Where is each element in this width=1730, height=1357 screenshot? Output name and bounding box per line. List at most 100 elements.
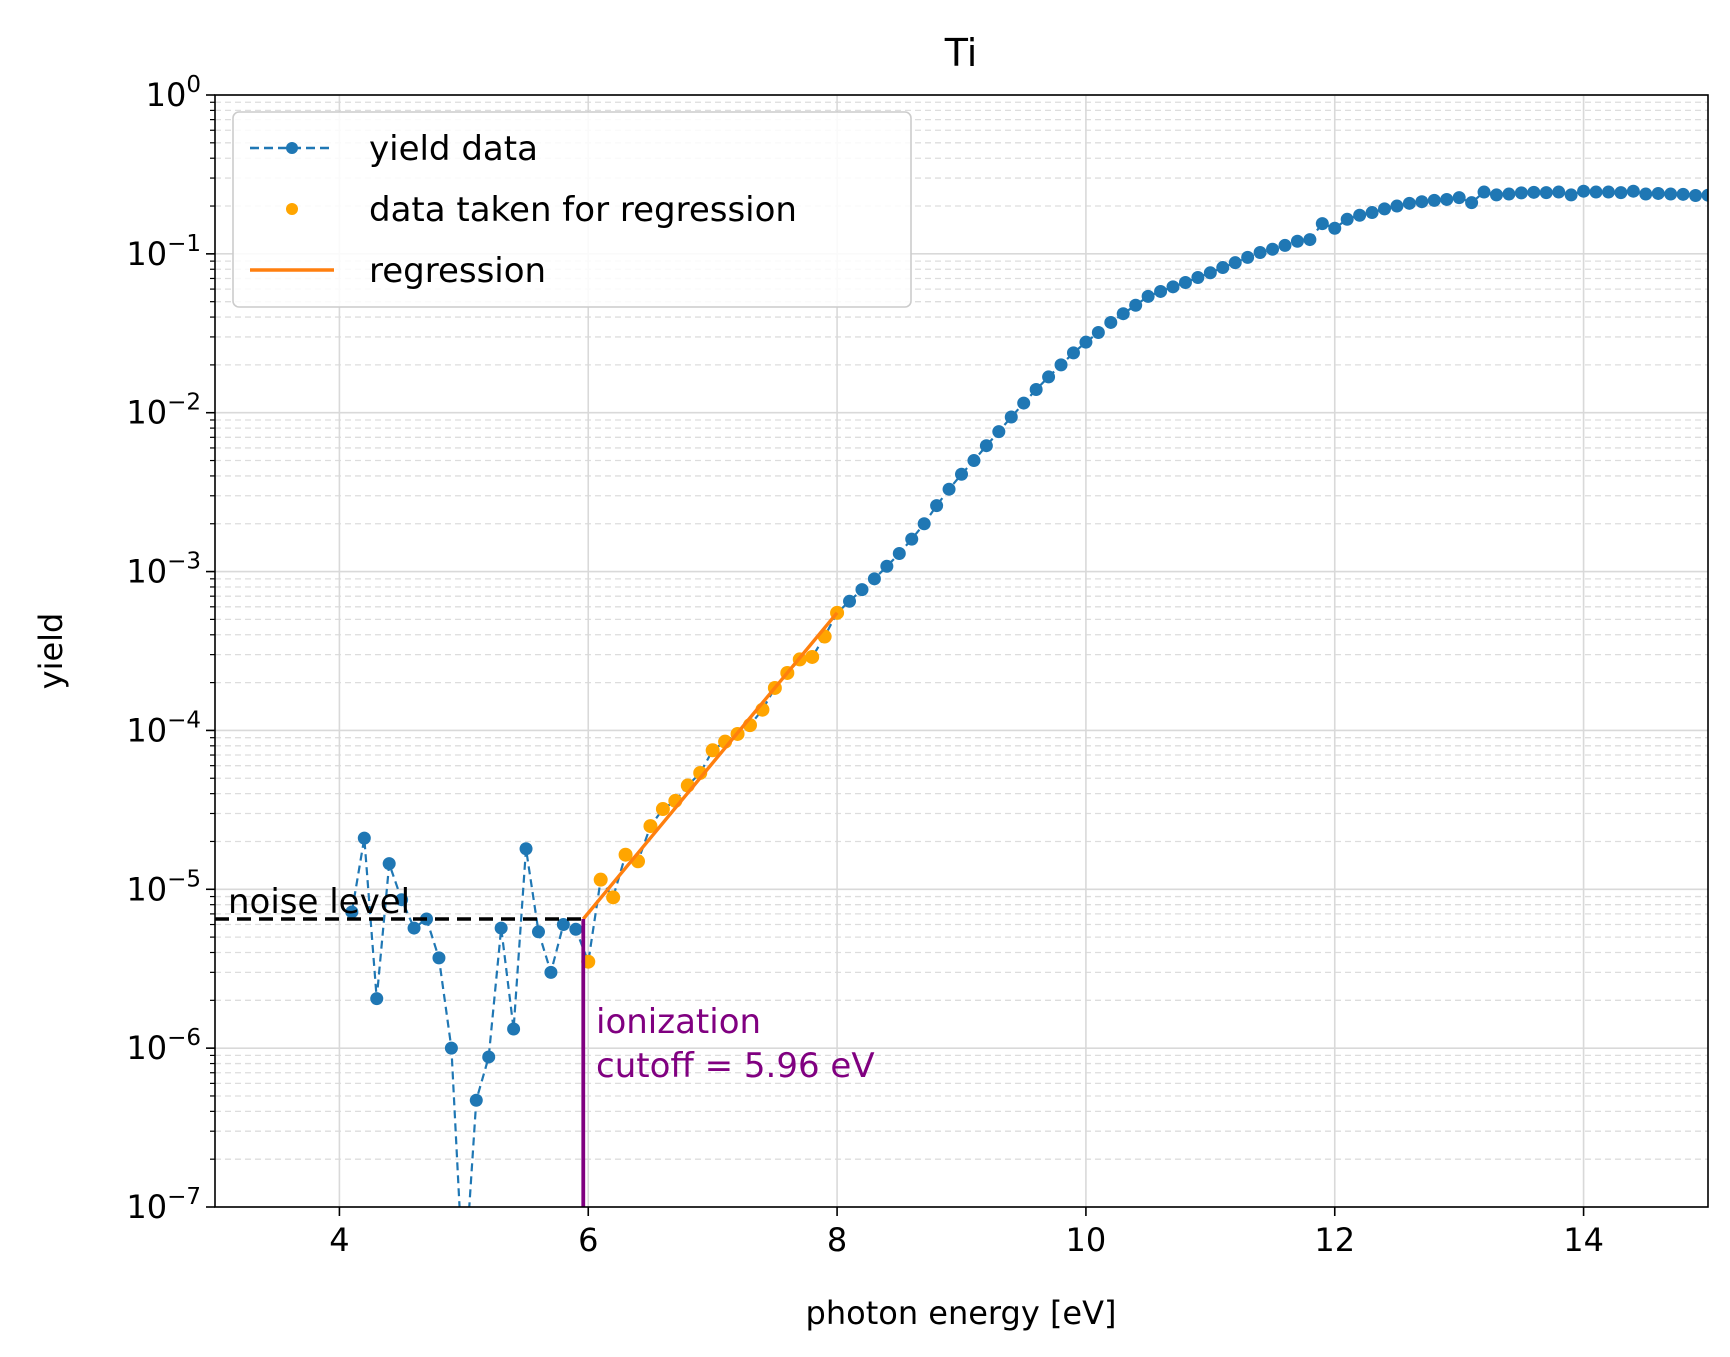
x-tick-label: 12	[1314, 1221, 1355, 1259]
yield-point	[1228, 256, 1242, 270]
yield-point	[1141, 289, 1155, 303]
regression-line	[581, 611, 839, 921]
yield-point	[1701, 188, 1708, 202]
chart-title: Ti	[944, 31, 978, 75]
yield-point	[1465, 196, 1479, 210]
yield-point	[469, 1093, 483, 1107]
yield-point	[1539, 186, 1553, 200]
grid	[215, 94, 1708, 1208]
legend-yield-label: yield data	[369, 129, 538, 169]
x-tick-label: 4	[329, 1221, 349, 1259]
yield-point	[1639, 187, 1653, 201]
yield-point	[1614, 186, 1628, 200]
yield-point	[992, 425, 1006, 439]
yield-point	[519, 842, 533, 856]
yield-point	[880, 559, 894, 573]
plot-frame	[214, 94, 1709, 1208]
yield-point	[930, 499, 944, 513]
yield-point	[1116, 307, 1130, 321]
yield-point	[1626, 184, 1640, 198]
y-tick-label: 10−5	[126, 866, 201, 908]
x-tick-label: 8	[827, 1221, 847, 1259]
yield-point	[1689, 189, 1703, 203]
x-axis-label: photon energy [eV]	[806, 1294, 1117, 1332]
yield-point	[942, 482, 956, 496]
yield-point	[1440, 192, 1454, 206]
y-tick-label: 10−2	[126, 390, 201, 432]
regression-point	[606, 890, 621, 905]
yield-point	[1303, 233, 1317, 247]
legend-regression-points-label: data taken for regression	[369, 190, 797, 230]
yield-point	[1651, 186, 1665, 200]
yield-point	[1203, 266, 1217, 280]
yield-point	[1601, 185, 1615, 199]
yield-point	[1415, 195, 1429, 209]
yield-point	[905, 532, 919, 546]
yield-point	[357, 831, 371, 845]
yield-point	[1054, 358, 1068, 372]
yield-point	[1104, 315, 1118, 329]
yield-point	[345, 905, 359, 919]
x-tick-label: 10	[1066, 1221, 1107, 1259]
yield-point	[1253, 245, 1267, 259]
yield-point	[556, 918, 570, 932]
yield-point	[494, 921, 508, 935]
regression-point	[705, 743, 720, 758]
yield-point	[1191, 270, 1205, 284]
yield-point	[1402, 196, 1416, 210]
yield-point	[1427, 193, 1441, 207]
yield-point	[569, 922, 583, 936]
yield-point	[1564, 188, 1578, 202]
yield-point	[444, 1041, 458, 1055]
yield-point	[1353, 208, 1367, 222]
yield-point	[1042, 370, 1056, 384]
yield-point	[1241, 250, 1255, 264]
regression-point	[593, 872, 608, 887]
yield-point	[843, 594, 857, 608]
yield-point	[370, 992, 384, 1006]
yield-point	[1004, 410, 1018, 424]
yield-point	[1029, 383, 1043, 397]
yield-point	[482, 1050, 496, 1064]
yield-point	[1378, 202, 1392, 216]
y-tick-label: 10−4	[126, 707, 201, 749]
yield-point	[1178, 276, 1192, 290]
legend-box	[232, 111, 912, 308]
noise-level-label: noise level	[228, 882, 410, 922]
yield-point	[432, 951, 446, 965]
y-tick-label: 10−6	[126, 1025, 201, 1067]
x-tick-label: 6	[578, 1221, 598, 1259]
y-tick-label: 100	[146, 72, 201, 114]
yield-point	[1091, 325, 1105, 339]
yield-point	[1266, 242, 1280, 256]
yield-point	[917, 517, 931, 531]
yield-point	[1017, 396, 1031, 410]
yield-point	[531, 925, 545, 939]
yield-point	[1290, 234, 1304, 248]
yield-point	[1514, 186, 1528, 200]
yield-point	[1216, 261, 1230, 275]
yield-point	[395, 893, 409, 907]
x-tick-label: 14	[1563, 1221, 1604, 1259]
yield-point	[892, 546, 906, 560]
y-tick-label: 10−1	[126, 231, 201, 273]
yield-point	[867, 572, 881, 586]
yield-point	[1328, 221, 1342, 235]
cutoff-label-line2: cutoff = 5.96 eV	[596, 1046, 875, 1086]
yield-point	[1664, 187, 1678, 201]
legend-yield-marker	[286, 142, 298, 154]
yield-point	[1154, 284, 1168, 298]
yield-point	[979, 439, 993, 453]
yield-point	[1166, 280, 1180, 294]
y-tick-label: 10−3	[126, 549, 201, 591]
yield-point	[382, 857, 396, 871]
yield-point	[1129, 298, 1143, 312]
yield-point	[967, 454, 981, 468]
legend-regression-label: regression	[369, 251, 546, 291]
yield-point	[1676, 187, 1690, 201]
yield-point	[1340, 212, 1354, 226]
regression-point	[693, 765, 708, 780]
yield-point	[1502, 187, 1516, 201]
